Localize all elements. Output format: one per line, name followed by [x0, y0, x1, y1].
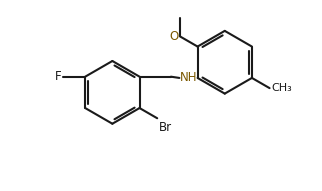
Text: Br: Br — [158, 121, 172, 134]
Text: CH₃: CH₃ — [271, 83, 292, 93]
Text: NH: NH — [179, 71, 197, 84]
Text: F: F — [55, 70, 62, 83]
Text: O: O — [169, 30, 179, 43]
